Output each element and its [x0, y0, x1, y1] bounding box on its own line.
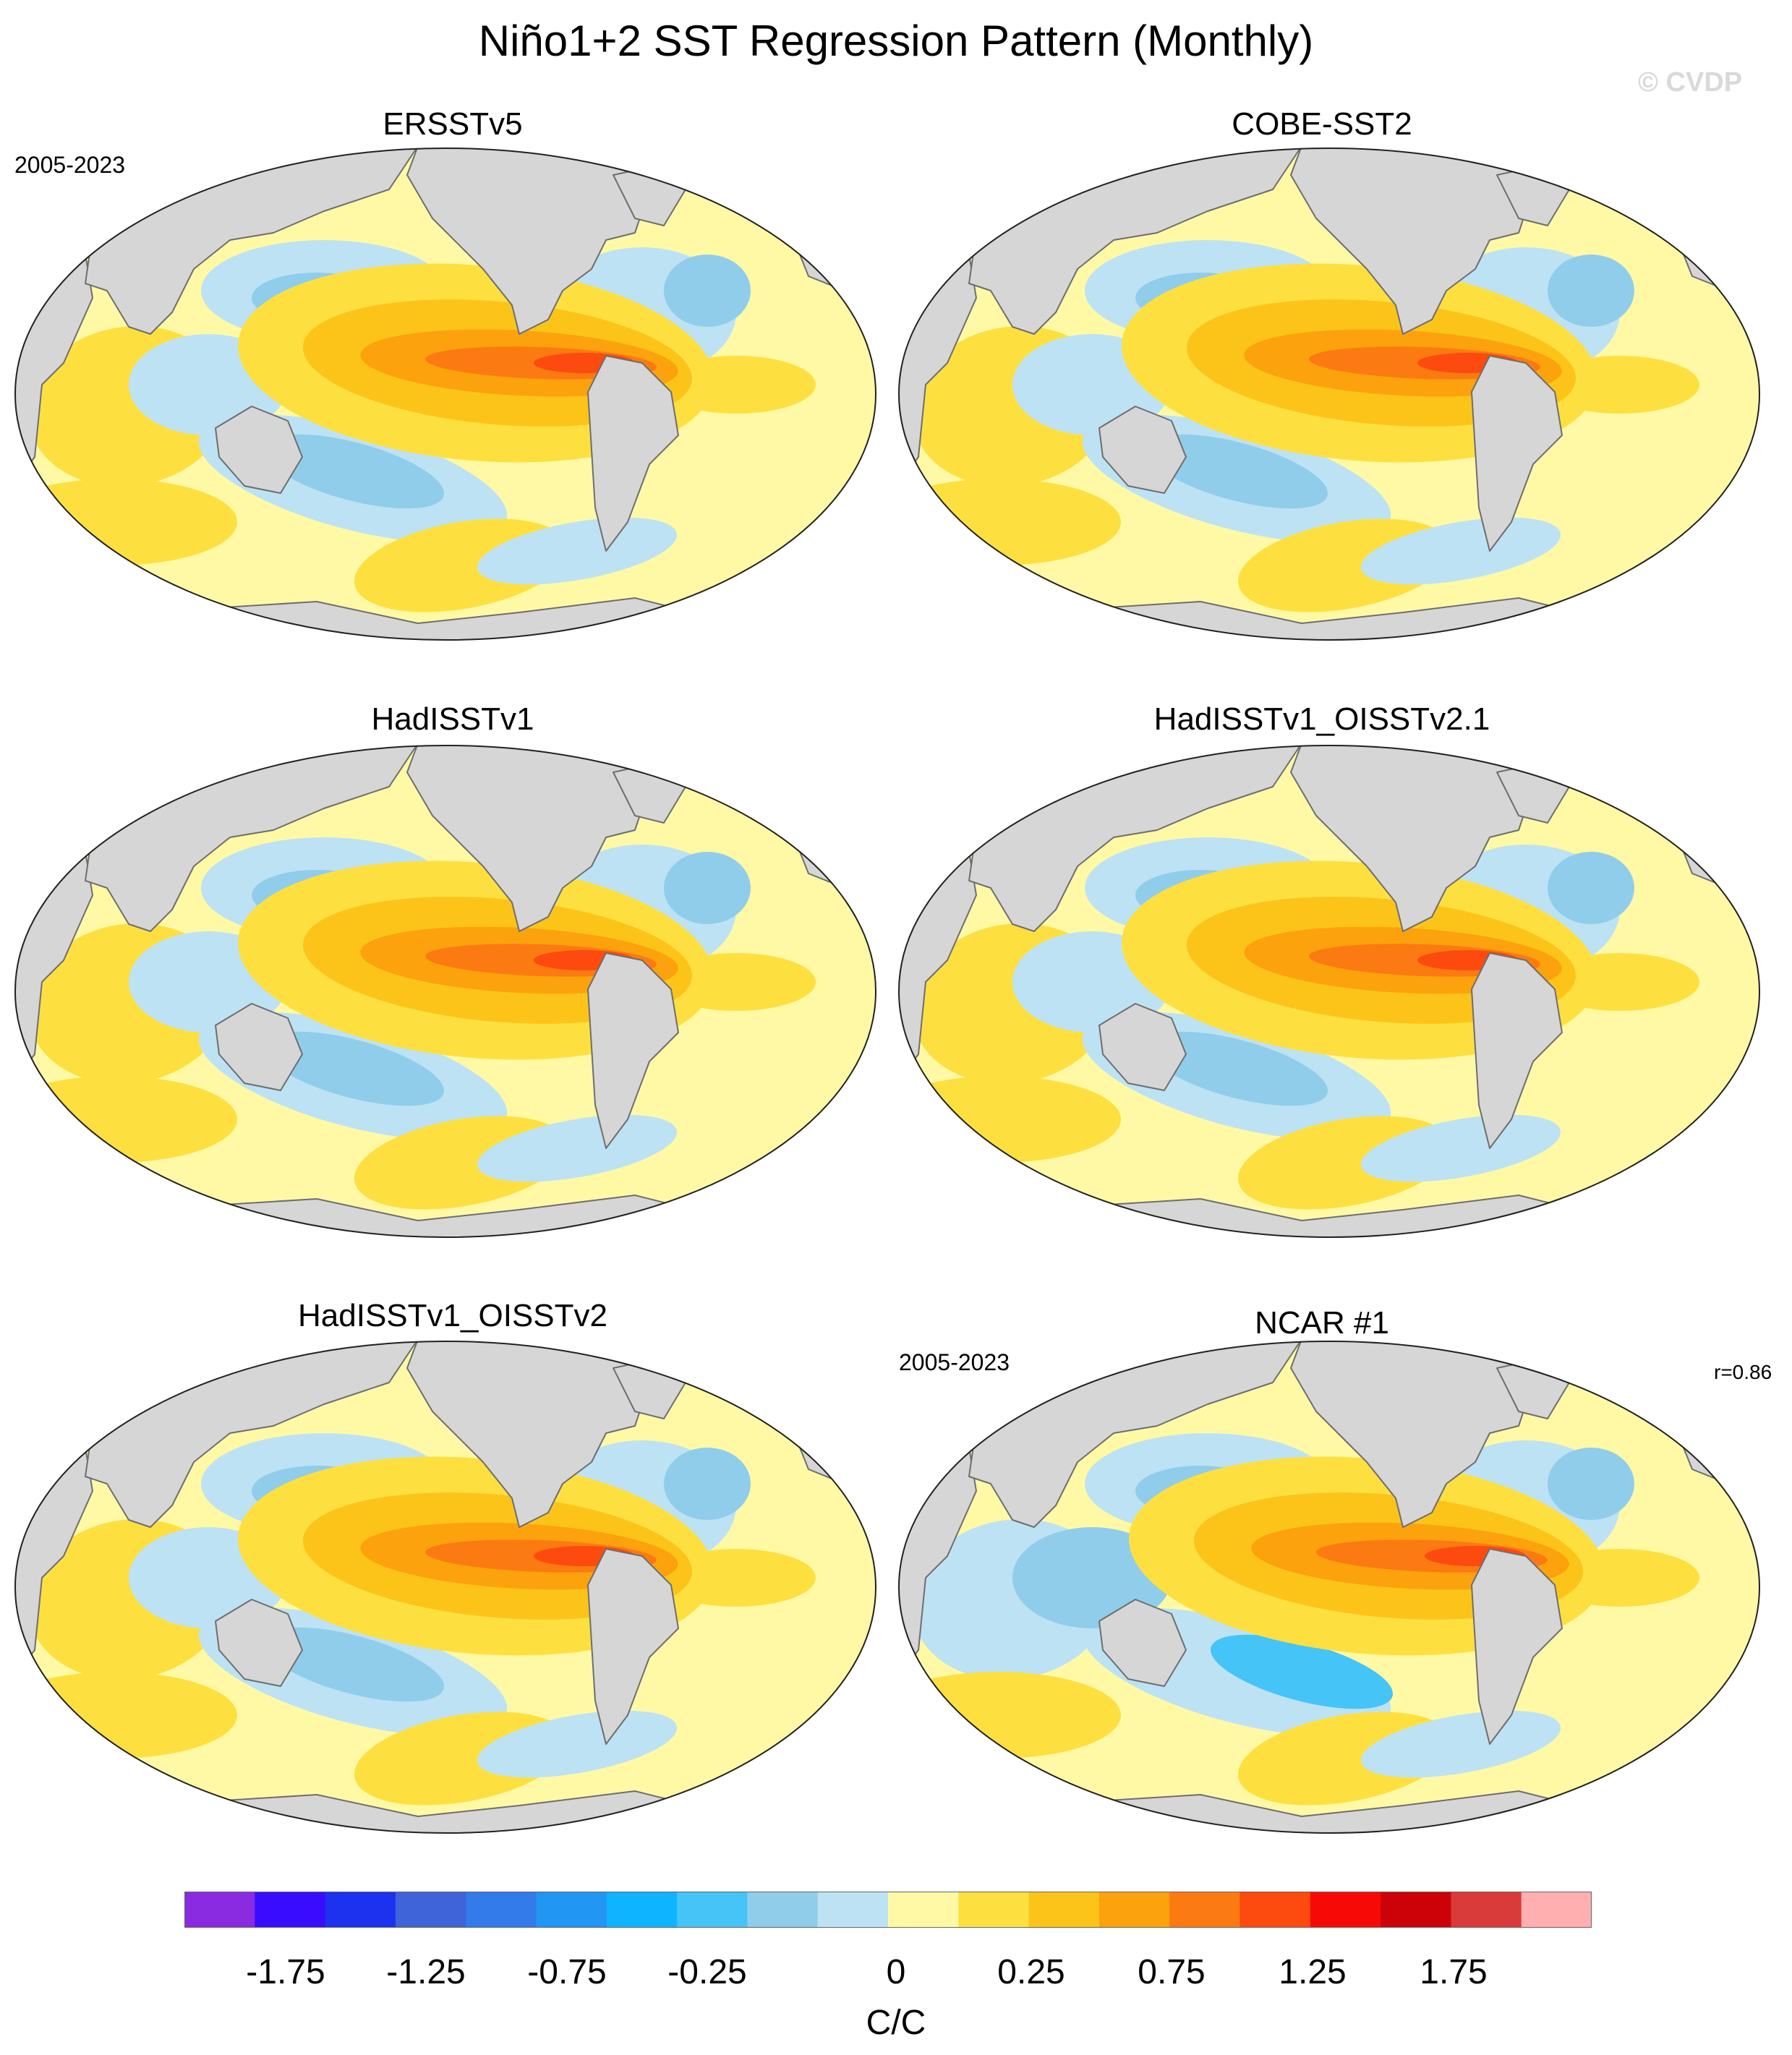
colorbar-frame	[184, 1892, 1592, 1928]
south-pacific-anomaly	[262, 1031, 444, 1106]
australia-land	[215, 1599, 303, 1687]
southern-ocean-anomaly	[1360, 517, 1561, 585]
colorbar-swatch	[817, 1892, 889, 1928]
south-pacific-anomaly	[1211, 1634, 1393, 1709]
colorbar-swatch	[1451, 1892, 1522, 1928]
colorbar-tick-label: -1.25	[386, 1953, 466, 1991]
colorbar-swatch	[325, 1892, 396, 1928]
map-border	[14, 1341, 876, 1834]
australia-land	[1098, 1003, 1187, 1091]
southern-ocean-anomaly	[1360, 1710, 1561, 1778]
south-pacific-anomaly	[262, 1627, 444, 1702]
north-atlantic-anomaly	[1548, 1448, 1634, 1520]
colorbar-tick-label: 1.75	[1420, 1953, 1488, 1991]
north-atlantic-anomaly	[1548, 852, 1634, 924]
south-america-land	[1471, 355, 1563, 552]
map-border	[14, 148, 876, 641]
southern-ocean-anomaly	[477, 517, 678, 585]
colorbar-swatch	[466, 1892, 537, 1928]
figure-title: Niño1+2 SST Regression Pattern (Monthly)	[478, 17, 1314, 65]
panel-title-1: ERSSTv5	[383, 106, 523, 142]
australia-land	[215, 406, 303, 494]
colorbar-swatch	[184, 1892, 255, 1928]
sst-map-hadisstv1-oisstv2	[14, 1341, 876, 1834]
colorbar-unit: C/C	[866, 2004, 926, 2042]
colorbar-swatch	[747, 1892, 819, 1928]
colorbar-swatch	[888, 1892, 959, 1928]
south-america-land	[587, 952, 679, 1149]
colorbar-swatch	[677, 1892, 748, 1928]
panel-title-5: HadISSTv1_OISSTv2	[298, 1298, 607, 1333]
panel-title-2: COBE-SST2	[1232, 106, 1412, 142]
colorbar-swatch	[536, 1892, 607, 1928]
map-border	[898, 1341, 1760, 1834]
south-america-land	[1471, 1548, 1563, 1745]
panel-title-6: NCAR #1	[1255, 1305, 1389, 1341]
colorbar-swatch	[1028, 1892, 1100, 1928]
australia-land	[1098, 1599, 1187, 1687]
colorbar-tick-label: 1.25	[1279, 1953, 1347, 1991]
colorbar-swatch	[1169, 1892, 1241, 1928]
colorbar	[184, 1892, 1592, 1928]
period-label-1: 2005-2023	[14, 152, 126, 178]
south-america-land	[587, 355, 679, 552]
southern-ocean-anomaly	[477, 1710, 678, 1778]
map-border	[898, 148, 1760, 641]
map-border	[898, 745, 1760, 1238]
colorbar-tick-label: -0.25	[667, 1953, 747, 1991]
sst-map-ersstv5	[14, 148, 876, 641]
south-america-land	[1471, 952, 1563, 1149]
southern-ocean-anomaly	[1360, 1114, 1561, 1182]
south-pacific-anomaly	[1145, 1031, 1328, 1106]
north-atlantic-anomaly	[664, 852, 751, 924]
south-pacific-anomaly	[262, 434, 444, 509]
sst-map-ncar-1	[898, 1341, 1760, 1834]
colorbar-tick-label: 0	[886, 1953, 906, 1991]
australia-land	[1098, 406, 1187, 494]
period-label-6: 2005-2023	[899, 1349, 1010, 1375]
correlation-label-6: r=0.86	[1714, 1361, 1772, 1383]
colorbar-swatch	[1310, 1892, 1381, 1928]
colorbar-swatch	[255, 1892, 326, 1928]
cvdp-watermark: © CVDP	[1638, 67, 1743, 98]
colorbar-tick-label: 0.25	[997, 1953, 1065, 1991]
colorbar-swatch	[1381, 1892, 1451, 1928]
sst-map-hadisstv1-oisstv2-1	[898, 745, 1760, 1238]
sst-map-hadisstv1	[14, 745, 876, 1238]
southern-ocean-anomaly	[477, 1114, 678, 1182]
sst-map-cobe-sst2	[898, 148, 1760, 641]
north-atlantic-anomaly	[664, 255, 751, 327]
north-atlantic-anomaly	[664, 1448, 751, 1520]
colorbar-tick-label: -0.75	[527, 1953, 607, 1991]
south-pacific-anomaly	[1145, 434, 1328, 509]
panel-title-3: HadISSTv1	[371, 701, 534, 737]
colorbar-swatch	[1521, 1892, 1592, 1928]
map-border	[14, 745, 876, 1238]
colorbar-swatch	[1098, 1892, 1170, 1928]
north-atlantic-anomaly	[1548, 255, 1634, 327]
colorbar-swatch	[1240, 1892, 1311, 1928]
colorbar-swatch	[958, 1892, 1030, 1928]
australia-land	[215, 1003, 303, 1091]
colorbar-tick-label: -1.75	[246, 1953, 325, 1991]
colorbar-swatch	[606, 1892, 678, 1928]
south-america-land	[587, 1548, 679, 1745]
colorbar-swatch	[395, 1892, 466, 1928]
colorbar-tick-label: 0.75	[1138, 1953, 1206, 1991]
panel-title-4: HadISSTv1_OISSTv2.1	[1153, 701, 1490, 737]
